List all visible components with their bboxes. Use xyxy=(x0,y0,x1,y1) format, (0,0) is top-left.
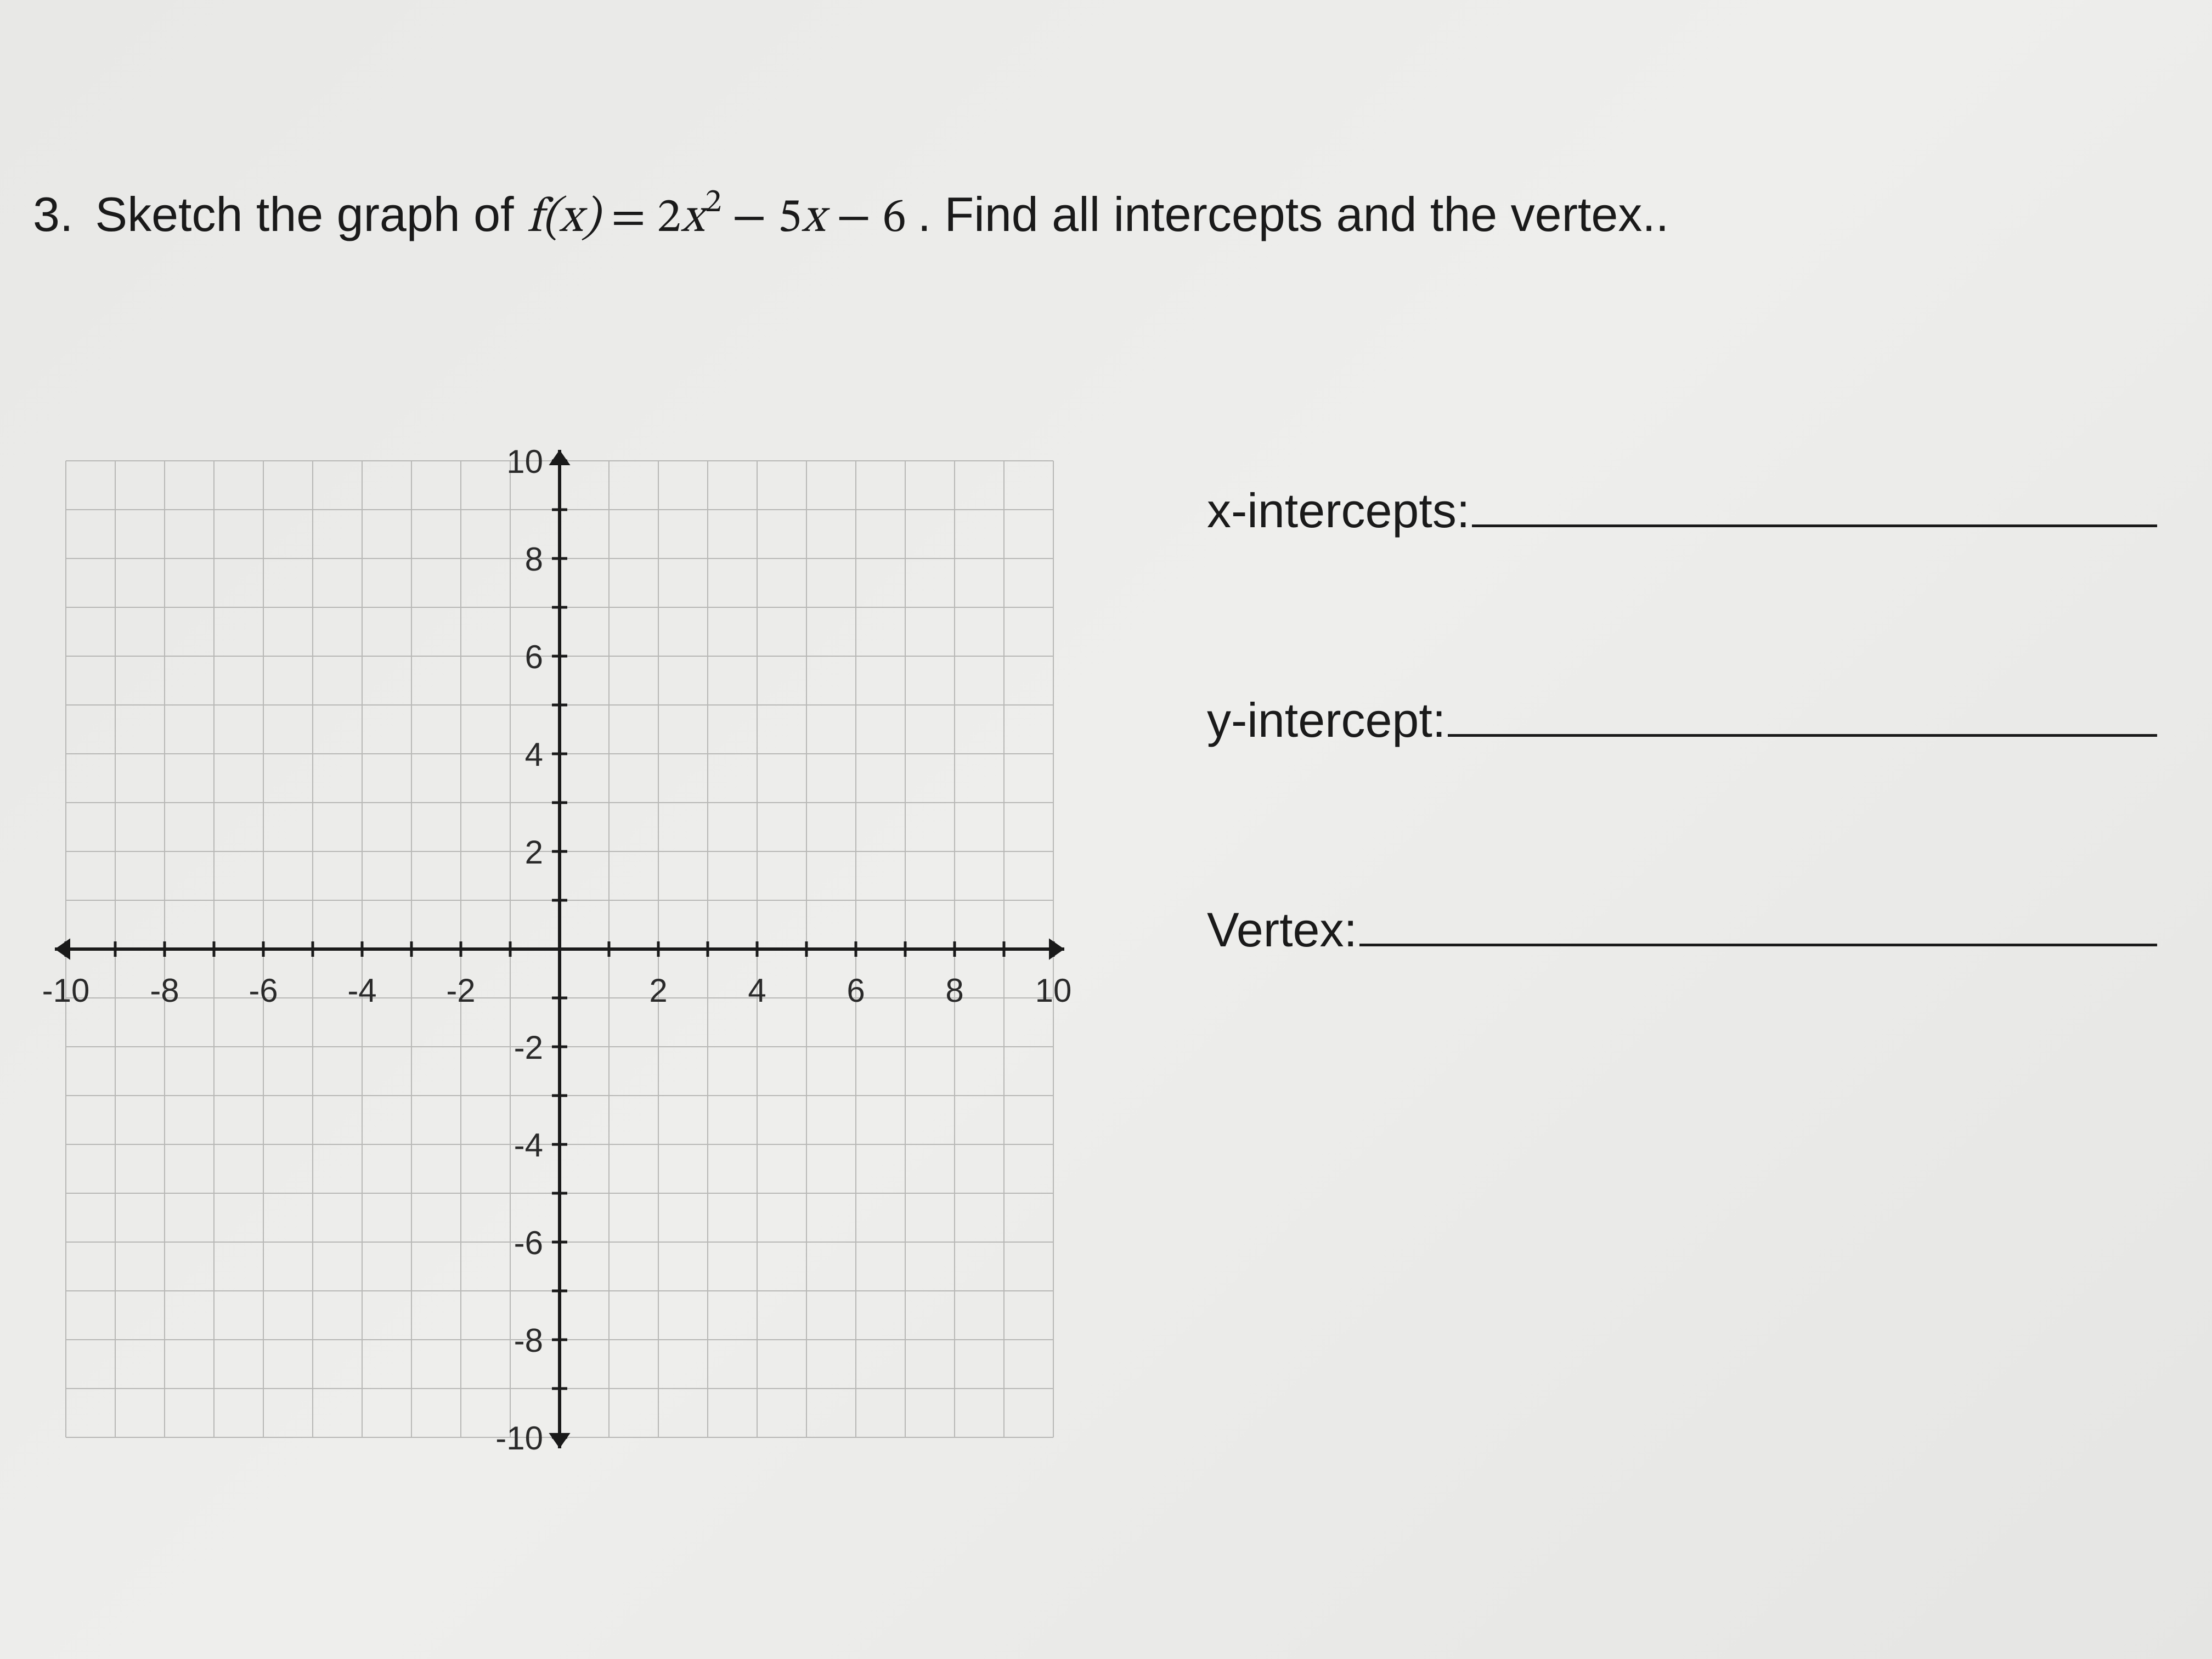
svg-text:6: 6 xyxy=(847,972,865,1009)
svg-text:-2: -2 xyxy=(514,1029,543,1066)
svg-text:-2: -2 xyxy=(446,972,475,1009)
svg-text:-10: -10 xyxy=(495,1420,543,1457)
svg-text:6: 6 xyxy=(525,639,543,675)
eq-var2: x xyxy=(802,194,825,242)
svg-text:4: 4 xyxy=(748,972,766,1009)
question-line: 3. Sketch the graph of f(x) = 2x2 − 5x −… xyxy=(33,187,2179,249)
eq-lhs: f(x) xyxy=(527,194,600,242)
graph-container: -10 -8 -6 -4 -2 2 4 6 8 10 10 8 6 4 2 -2 -4 -6 -8 -10 xyxy=(33,428,1086,1470)
x-intercepts-row: x-intercepts: xyxy=(1207,483,2157,539)
svg-text:-8: -8 xyxy=(514,1322,543,1359)
svg-text:8: 8 xyxy=(945,972,963,1009)
x-intercepts-label: x-intercepts: xyxy=(1207,483,1470,539)
svg-text:-10: -10 xyxy=(42,972,90,1009)
eq-coef-b: 5 xyxy=(778,194,802,242)
eq-coef-a: 2 xyxy=(657,194,681,242)
x-intercepts-blank[interactable] xyxy=(1472,486,2157,527)
svg-text:10: 10 xyxy=(506,443,543,480)
eq-minus1: − xyxy=(720,194,778,242)
question-suffix: . Find all intercepts and the vertex.. xyxy=(918,187,1669,241)
eq-constant: 6 xyxy=(882,194,906,242)
axes xyxy=(55,450,1064,1448)
coordinate-grid: -10 -8 -6 -4 -2 2 4 6 8 10 10 8 6 4 2 -2 -4 -6 -8 -10 xyxy=(33,428,1086,1470)
equation: f(x) = 2x2 − 5x − 6 xyxy=(527,194,918,242)
answers-column: x-intercepts: y-intercept: Vertex: xyxy=(1086,428,2157,1111)
svg-text:-4: -4 xyxy=(347,972,376,1009)
eq-equals: = xyxy=(600,194,657,242)
svg-text:-4: -4 xyxy=(514,1127,543,1164)
svg-text:4: 4 xyxy=(525,736,543,773)
vertex-blank[interactable] xyxy=(1359,905,2157,946)
y-intercept-label: y-intercept: xyxy=(1207,692,1446,748)
eq-var1: x xyxy=(681,194,704,242)
svg-text:-6: -6 xyxy=(249,972,278,1009)
svg-text:2: 2 xyxy=(649,972,667,1009)
svg-text:2: 2 xyxy=(525,834,543,871)
y-intercept-blank[interactable] xyxy=(1448,696,2157,737)
question-text: Sketch the graph of f(x) = 2x2 − 5x − 6 … xyxy=(95,187,1669,249)
svg-text:8: 8 xyxy=(525,541,543,578)
question-number: 3. xyxy=(33,187,73,242)
question-prefix: Sketch the graph of xyxy=(95,187,527,241)
eq-exp: 2 xyxy=(705,187,721,219)
content-area: -10 -8 -6 -4 -2 2 4 6 8 10 10 8 6 4 2 -2 -4 -6 -8 -10 x-int… xyxy=(33,428,2157,1593)
svg-text:-8: -8 xyxy=(150,972,179,1009)
eq-minus2: − xyxy=(825,194,883,242)
svg-text:-6: -6 xyxy=(514,1224,543,1261)
y-intercept-row: y-intercept: xyxy=(1207,692,2157,748)
worksheet-page: 3. Sketch the graph of f(x) = 2x2 − 5x −… xyxy=(0,0,2212,1659)
svg-text:10: 10 xyxy=(1035,972,1072,1009)
vertex-row: Vertex: xyxy=(1207,902,2157,958)
vertex-label: Vertex: xyxy=(1207,902,1357,958)
